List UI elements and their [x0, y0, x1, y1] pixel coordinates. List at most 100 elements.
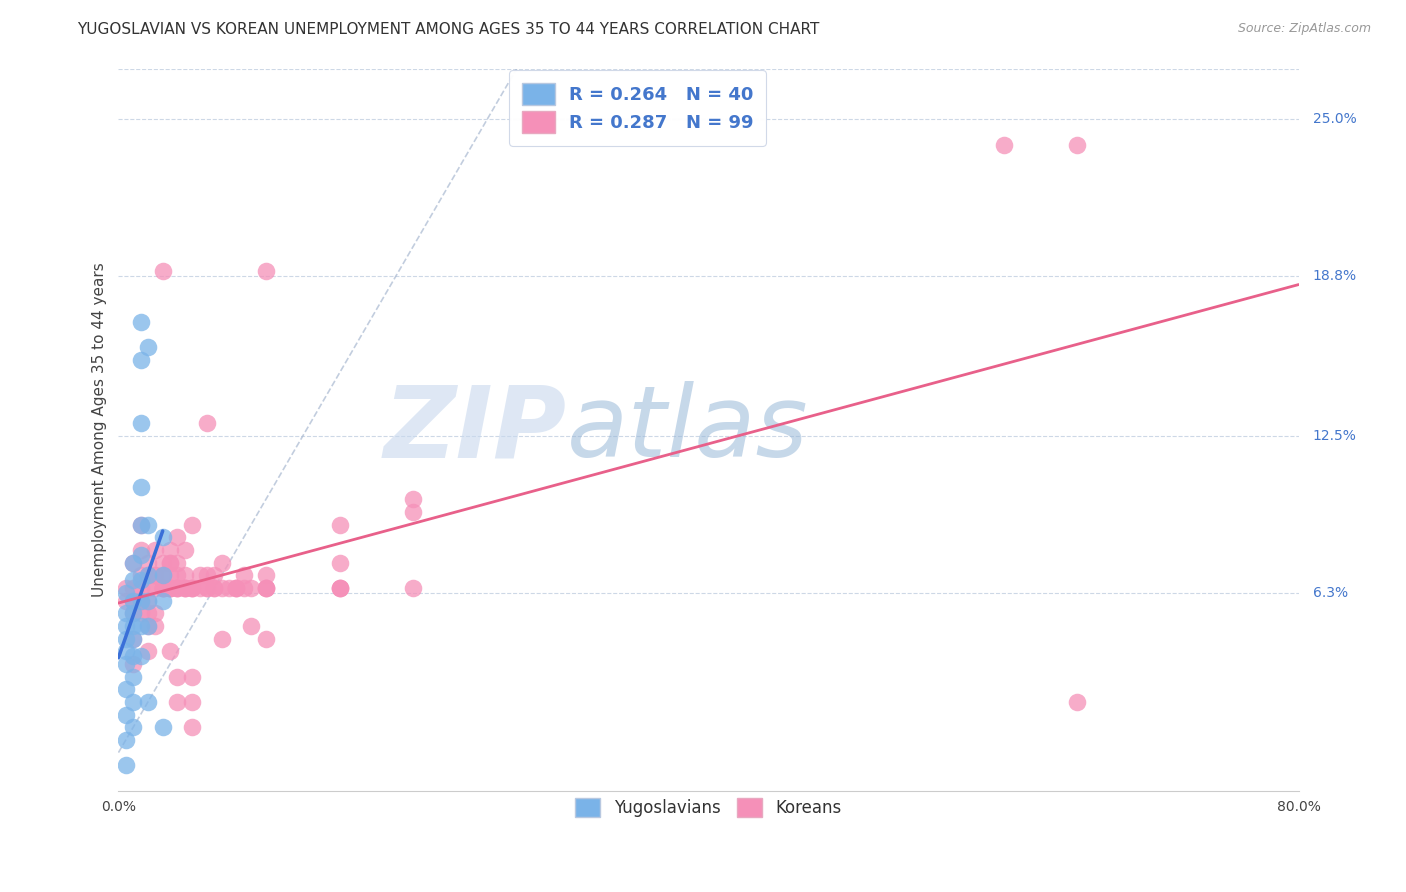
Point [136, 644, 159, 658]
Point [114, 632, 136, 646]
Point [129, 416, 152, 430]
Point [240, 581, 263, 595]
Point [402, 505, 425, 519]
Legend: Yugoslavians, Koreans: Yugoslavians, Koreans [567, 789, 851, 826]
Point [129, 542, 152, 557]
Point [159, 581, 181, 595]
Point [114, 657, 136, 671]
Text: Source: ZipAtlas.com: Source: ZipAtlas.com [1237, 22, 1371, 36]
Point [129, 315, 152, 329]
Point [152, 581, 174, 595]
Point [136, 556, 159, 570]
Point [329, 581, 352, 595]
Point [211, 556, 233, 570]
Point [129, 574, 152, 588]
Point [122, 556, 145, 570]
Point [143, 619, 166, 633]
Point [152, 568, 174, 582]
Point [166, 695, 188, 709]
Point [218, 581, 240, 595]
Point [143, 568, 166, 582]
Point [173, 568, 195, 582]
Point [122, 632, 145, 646]
Text: atlas: atlas [567, 381, 808, 478]
Point [122, 619, 145, 633]
Point [129, 581, 152, 595]
Point [129, 568, 152, 582]
Point [254, 264, 277, 278]
Point [159, 556, 181, 570]
Text: YUGOSLAVIAN VS KOREAN UNEMPLOYMENT AMONG AGES 35 TO 44 YEARS CORRELATION CHART: YUGOSLAVIAN VS KOREAN UNEMPLOYMENT AMONG… [77, 22, 820, 37]
Point [159, 556, 181, 570]
Point [152, 720, 174, 734]
Point [195, 581, 218, 595]
Point [211, 632, 233, 646]
Point [202, 581, 225, 595]
Point [122, 593, 145, 607]
Point [143, 581, 166, 595]
Point [166, 670, 188, 684]
Point [152, 581, 174, 595]
Point [136, 568, 159, 582]
Point [402, 581, 425, 595]
Point [129, 606, 152, 620]
Point [136, 517, 159, 532]
Point [136, 619, 159, 633]
Point [254, 581, 277, 595]
Point [254, 632, 277, 646]
Point [152, 556, 174, 570]
Point [329, 517, 352, 532]
Point [159, 581, 181, 595]
Point [122, 581, 145, 595]
Point [240, 619, 263, 633]
Point [1066, 137, 1088, 152]
Point [993, 137, 1015, 152]
Point [122, 556, 145, 570]
Point [254, 581, 277, 595]
Point [129, 593, 152, 607]
Point [129, 619, 152, 633]
Point [152, 593, 174, 607]
Point [122, 649, 145, 664]
Text: 25.0%: 25.0% [1313, 112, 1357, 126]
Point [166, 556, 188, 570]
Point [181, 581, 204, 595]
Point [173, 542, 195, 557]
Point [195, 568, 218, 582]
Point [143, 606, 166, 620]
Point [329, 581, 352, 595]
Point [159, 568, 181, 582]
Point [181, 695, 204, 709]
Point [254, 568, 277, 582]
Text: 6.3%: 6.3% [1313, 586, 1348, 600]
Point [232, 568, 254, 582]
Point [181, 720, 204, 734]
Point [122, 593, 145, 607]
Point [152, 568, 174, 582]
Point [202, 581, 225, 595]
Point [122, 574, 145, 588]
Point [173, 581, 195, 595]
Point [195, 581, 218, 595]
Point [225, 581, 247, 595]
Point [152, 581, 174, 595]
Point [136, 593, 159, 607]
Point [114, 758, 136, 772]
Point [166, 568, 188, 582]
Point [114, 644, 136, 658]
Point [211, 581, 233, 595]
Point [114, 619, 136, 633]
Point [152, 530, 174, 544]
Point [114, 733, 136, 747]
Point [202, 568, 225, 582]
Point [159, 644, 181, 658]
Point [166, 581, 188, 595]
Point [129, 593, 152, 607]
Point [181, 517, 204, 532]
Point [129, 649, 152, 664]
Point [159, 581, 181, 595]
Point [114, 586, 136, 600]
Point [129, 517, 152, 532]
Point [152, 264, 174, 278]
Text: ZIP: ZIP [384, 381, 567, 478]
